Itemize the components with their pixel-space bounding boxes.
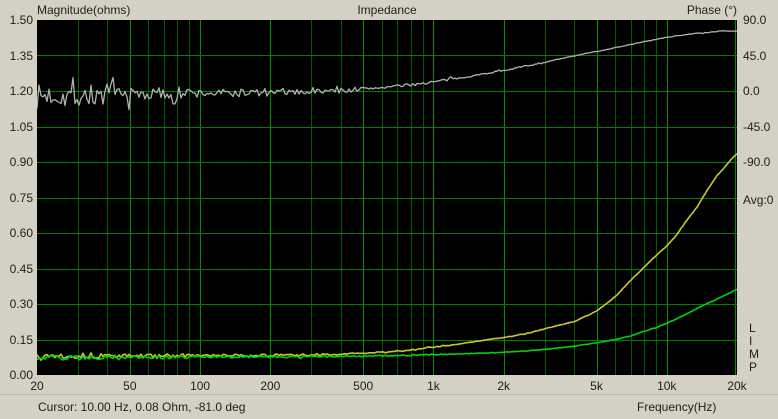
y-right-tick-label: -90.0 (743, 155, 771, 169)
y-left-tick-label: 0.15 (9, 332, 33, 347)
x-tick-label: 20 (30, 379, 44, 393)
x-tick-label: 2k (497, 379, 510, 393)
y-left-tick-label: 0.75 (9, 190, 33, 205)
y-left-tick-label: 0.30 (9, 297, 33, 311)
x-tick-label: 1k (427, 379, 440, 393)
cursor-readout: Cursor: 10.00 Hz, 0.08 Ohm, -81.0 deg (38, 400, 246, 414)
y-right-tick-label: 45.0 (743, 48, 767, 63)
y-left-tick-label: 0.90 (9, 155, 33, 169)
y-left-tick-label: 0.45 (9, 261, 33, 276)
x-tick-label: 100 (190, 379, 211, 393)
y-right-tick-label: -45.0 (743, 119, 771, 134)
phase-curve (37, 30, 737, 111)
x-tick-label: 200 (260, 379, 281, 393)
y-left-tick-label: 0.60 (9, 226, 33, 240)
y-right-tick-label: 90.0 (743, 13, 767, 27)
x-tick-label: 10k (657, 379, 677, 393)
y-left-tick-label: 1.05 (9, 119, 33, 134)
y-left-tick-label: 1.20 (9, 84, 33, 98)
limp-logo-letter: P (749, 360, 758, 374)
status-bar: Cursor: 10.00 Hz, 0.08 Ohm, -81.0 deg Fr… (0, 394, 778, 419)
y-left-tick-label: 1.50 (9, 13, 33, 27)
chart-title: Impedance (357, 3, 417, 17)
x-tick-label: 500 (353, 379, 374, 393)
plot-area[interactable] (37, 20, 737, 375)
y-left-tick-label: 0.00 (9, 368, 33, 382)
x-tick-label: 5k (590, 379, 603, 393)
limp-logo-letter: L (749, 321, 756, 335)
magnitude-axis-title: Magnitude(ohms) (37, 3, 131, 17)
magnitude-green-curve (37, 288, 737, 361)
phase-axis-title: Phase (°) (686, 3, 737, 17)
frequency-axis-title: Frequency(Hz) (637, 400, 717, 414)
limp-logo-letter: M (749, 347, 759, 361)
x-tick-label: 50 (123, 379, 137, 393)
magnitude-yellow-curve (37, 153, 737, 361)
avg-indicator: Avg:0 (743, 193, 774, 207)
y-right-tick-label: 0.0 (743, 84, 760, 98)
x-tick-label: 20k (727, 379, 747, 393)
limp-logo-letter: I (749, 334, 753, 348)
impedance-chart-svg (37, 20, 737, 375)
y-left-tick-label: 1.35 (9, 48, 33, 63)
